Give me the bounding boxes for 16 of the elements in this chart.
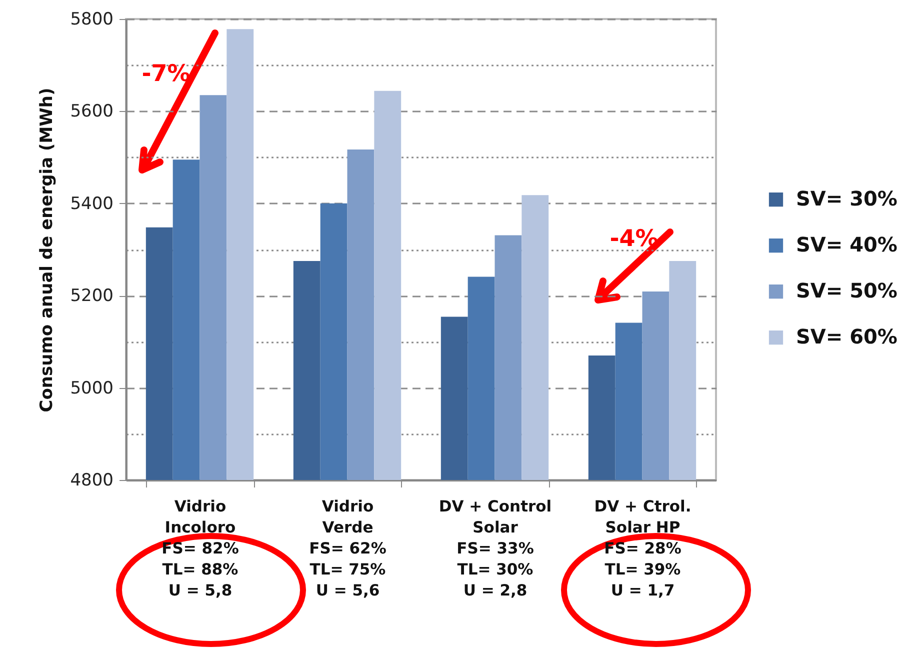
x-tick-label: DV + Ctrol. Solar HP FS= 28% TL= 39% U = 1,7 [594, 498, 692, 600]
y-tick-label: 5200 [70, 286, 114, 306]
x-tick-label: DV + Control Solar FS= 33% TL= 30% U = 2,8 [438, 498, 552, 600]
legend-label: SV= 50% [796, 278, 898, 303]
annotation: -7% [142, 61, 190, 87]
x-tick-label: Vidrio Verde FS= 62% TL= 75% U = 5,6 [309, 498, 387, 600]
y-tick-label: 4800 [70, 470, 114, 490]
y-tick-label: 5000 [70, 378, 114, 398]
y-axis-title: Consumo anual de energia (MWh) [37, 88, 58, 412]
legend-label: SV= 60% [796, 324, 898, 349]
y-tick-label: 5600 [70, 102, 114, 122]
y-tick-label: 5800 [70, 10, 114, 30]
y-tick-label: 5400 [70, 194, 114, 214]
legend-label: SV= 40% [796, 232, 898, 257]
legend-label: SV= 30% [796, 186, 898, 211]
x-tick-label: Vidrio Incoloro FS= 82% TL= 88% U = 5,8 [162, 498, 240, 600]
